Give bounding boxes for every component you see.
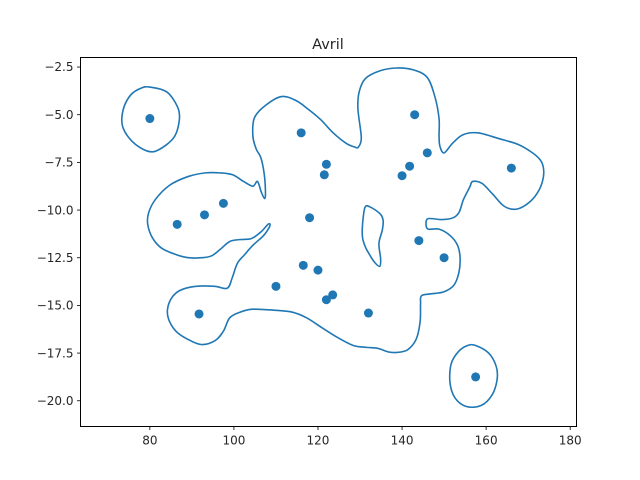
- chart-title: Avril: [312, 37, 344, 53]
- data-point-22: [471, 372, 481, 382]
- data-point-10: [298, 260, 308, 270]
- y-tick-label: −2.5: [44, 60, 73, 74]
- data-point-4: [194, 309, 204, 319]
- data-point-3: [218, 198, 228, 208]
- y-tick-label: −12.5: [37, 251, 74, 265]
- y-tick-label: −17.5: [37, 346, 74, 360]
- data-point-8: [319, 170, 329, 180]
- x-tick-label: 100: [222, 434, 245, 448]
- x-tick-label: 80: [142, 434, 157, 448]
- data-point-16: [405, 161, 415, 171]
- data-point-20: [439, 253, 449, 263]
- y-tick-label: −10.0: [37, 203, 74, 217]
- data-point-21: [506, 163, 516, 173]
- data-point-19: [414, 236, 424, 246]
- x-axis: 80 100 120 140 160 180: [142, 426, 582, 448]
- y-tick-label: −20.0: [37, 394, 74, 408]
- contour-main-loop: [146, 67, 545, 354]
- data-point-9: [305, 213, 315, 223]
- contour-inner-hole: [361, 204, 385, 268]
- data-point-12: [321, 295, 331, 305]
- data-point-2: [200, 210, 209, 220]
- contour-bottom-right-loop: [448, 343, 499, 409]
- data-point-6: [296, 128, 306, 138]
- y-axis: −2.5 −5.0 −7.5 −10.0 −12.5 −15.0 −17.5 −20.0: [37, 60, 81, 408]
- x-tick-label: 180: [559, 434, 582, 448]
- point-layer: [145, 110, 516, 382]
- data-point-5: [271, 281, 281, 291]
- x-tick-label: 120: [307, 434, 330, 448]
- data-point-14: [363, 308, 373, 318]
- data-point-0: [145, 114, 155, 124]
- data-point-17: [397, 171, 407, 181]
- data-point-13: [328, 290, 338, 300]
- y-tick-label: −15.0: [37, 299, 74, 313]
- x-tick-label: 160: [475, 434, 498, 448]
- data-point-11: [313, 265, 323, 275]
- plot-frame: [80, 57, 577, 427]
- data-point-18: [422, 148, 432, 158]
- y-tick-label: −7.5: [44, 156, 73, 170]
- contour-left-top-loop: [120, 85, 181, 153]
- contour-layer: [120, 67, 545, 409]
- x-tick-label: 140: [391, 434, 414, 448]
- data-point-15: [410, 110, 420, 120]
- data-point-7: [321, 159, 331, 169]
- data-point-1: [172, 219, 182, 229]
- y-tick-label: −5.0: [44, 108, 73, 122]
